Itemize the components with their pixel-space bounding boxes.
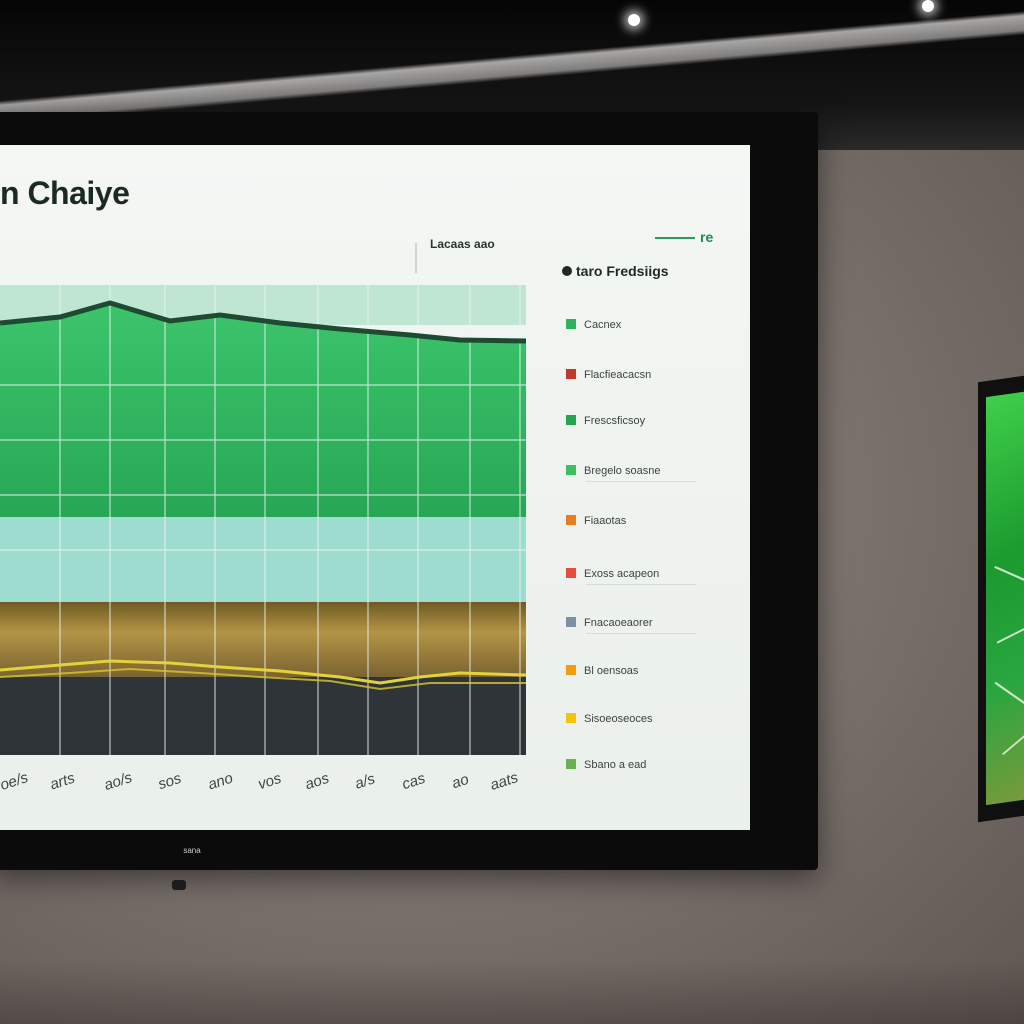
corner-rule bbox=[655, 237, 695, 239]
x-tick-label: sos bbox=[155, 769, 184, 794]
yellow-line bbox=[0, 659, 526, 685]
legend-swatch bbox=[566, 369, 576, 379]
map-line bbox=[996, 624, 1024, 644]
map-line bbox=[1002, 732, 1024, 756]
presentation-screen: n Chaiye Lacaas aao re bbox=[0, 145, 750, 830]
chart-label: Lacaas aao bbox=[430, 237, 495, 251]
webcam-icon bbox=[172, 880, 186, 890]
legend-item-label: Cacnex bbox=[584, 319, 622, 331]
legend-swatch bbox=[566, 617, 576, 627]
chart-plot bbox=[0, 285, 526, 755]
x-tick-label: ao/s bbox=[102, 769, 135, 794]
legend-swatch bbox=[566, 759, 576, 769]
legend-item: Fiaaotas bbox=[566, 515, 626, 529]
x-tick-label: oe/s bbox=[0, 769, 31, 794]
legend-item: Cacnex bbox=[566, 319, 621, 333]
map-line bbox=[994, 681, 1024, 708]
trend-line bbox=[0, 300, 526, 344]
x-tick-label: aats bbox=[488, 769, 521, 794]
legend-title-text: taro Fredsiigs bbox=[576, 263, 669, 279]
legend-item: Frescsficsoy bbox=[566, 415, 645, 429]
legend-swatch bbox=[566, 319, 576, 329]
legend-item: Sisoeoseoces bbox=[566, 713, 653, 727]
legend-item-label: Frescsficsoy bbox=[584, 415, 646, 427]
x-tick-label: ano bbox=[205, 769, 236, 794]
slide-title: n Chaiye bbox=[0, 175, 130, 211]
x-tick-label: arts bbox=[47, 769, 78, 794]
x-tick-label: vos bbox=[255, 769, 284, 794]
x-tick-label: aos bbox=[302, 769, 332, 794]
side-display bbox=[978, 373, 1024, 823]
legend-item-label: Bregelo soasne bbox=[584, 465, 661, 477]
legend-swatch bbox=[566, 465, 576, 475]
dark-band bbox=[0, 677, 526, 755]
side-display-screen bbox=[986, 389, 1024, 806]
legend-title-icon bbox=[562, 266, 572, 276]
legend-title: taro Fredsiigs bbox=[562, 263, 669, 279]
green-area bbox=[0, 305, 526, 517]
legend-item: Sbano a ead bbox=[566, 759, 646, 773]
legend-item-label: Flacfieacacsn bbox=[584, 369, 652, 381]
floor-shadow bbox=[0, 960, 1024, 1024]
legend-item-label: Bl oensoas bbox=[584, 665, 639, 677]
legend-item-label: Sisoeoseoces bbox=[584, 713, 653, 725]
legend-swatch bbox=[566, 515, 576, 525]
map-line bbox=[994, 565, 1024, 583]
chart-label-marker bbox=[415, 243, 417, 273]
ceiling-spotlight bbox=[922, 0, 934, 12]
x-tick-label: ao bbox=[449, 770, 471, 793]
legend-item: Bregelo soasne bbox=[566, 465, 696, 482]
corner-badge: re bbox=[700, 229, 714, 245]
legend-swatch bbox=[566, 713, 576, 723]
legend-swatch bbox=[566, 415, 576, 425]
teal-band bbox=[0, 517, 526, 602]
yellow-line-secondary bbox=[0, 667, 526, 691]
ceiling-spotlight bbox=[628, 14, 640, 26]
x-tick-label: a/s bbox=[352, 770, 378, 793]
legend-item: Bl oensoas bbox=[566, 665, 638, 679]
legend-item: Fnacaoeaorer bbox=[566, 617, 696, 634]
legend-swatch bbox=[566, 568, 576, 578]
legend-swatch bbox=[566, 665, 576, 675]
legend-item: Flacfieacacsn bbox=[566, 369, 651, 383]
legend-item-label: Fiaaotas bbox=[584, 515, 627, 527]
legend-item-label: Fnacaoeaorer bbox=[584, 617, 653, 629]
legend-item: Exoss acapeon bbox=[566, 568, 696, 585]
wheat-band bbox=[0, 602, 526, 677]
monitor-brand-logo: sana bbox=[183, 846, 201, 855]
legend-item-label: Exoss acapeon bbox=[584, 568, 660, 580]
x-tick-label: cas bbox=[399, 769, 428, 794]
legend-item-label: Sbano a ead bbox=[584, 759, 647, 771]
